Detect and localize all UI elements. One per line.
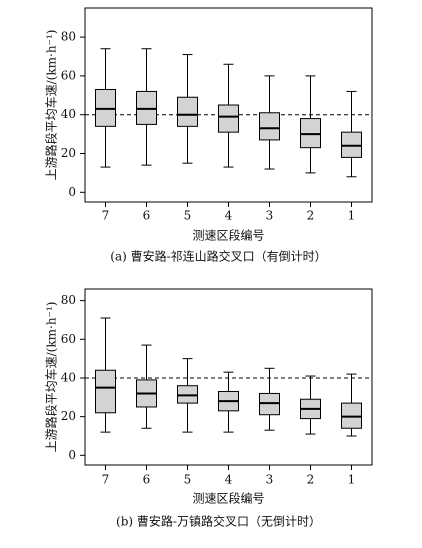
y-tick-label: 60	[61, 332, 76, 346]
x-tick-label: 7	[102, 209, 110, 223]
x-tick-label: 6	[143, 473, 151, 487]
x-tick-label: 1	[348, 473, 356, 487]
x-tick-label: 3	[266, 209, 274, 223]
y-tick-label: 0	[68, 448, 76, 462]
y-tick-label: 20	[61, 409, 76, 423]
y-tick-label: 40	[61, 370, 76, 384]
y-tick-label: 20	[61, 146, 76, 160]
x-tick-label: 4	[225, 473, 233, 487]
y-tick-label: 40	[61, 107, 76, 121]
y-tick-label: 80	[61, 30, 76, 44]
y-axis-label: 上游路段平均车速/(km·h⁻¹)	[44, 30, 59, 181]
x-tick-label: 4	[225, 209, 233, 223]
y-tick-label: 0	[68, 185, 76, 199]
y-tick-label: 60	[61, 68, 76, 82]
x-tick-label: 1	[348, 209, 356, 223]
box	[95, 369, 116, 414]
y-tick-label: 80	[61, 293, 76, 307]
x-tick-label: 6	[143, 209, 151, 223]
y-axis-label: 上游路段平均车速/(km·h⁻¹)	[44, 302, 59, 453]
x-tick-label: 3	[266, 473, 274, 487]
x-axis-label: 测速区段编号	[192, 491, 264, 506]
box	[218, 104, 239, 133]
x-axis-label: 测速区段编号	[192, 228, 264, 243]
x-tick-label: 2	[307, 209, 315, 223]
caption: (a) 曹安路-祁连山路交叉口（有倒计时）	[110, 249, 326, 264]
x-tick-label: 5	[184, 473, 192, 487]
caption: (b) 曹安路-万镇路交叉口（无倒计时）	[116, 514, 321, 529]
box	[259, 112, 280, 141]
x-tick-label: 5	[184, 209, 192, 223]
x-tick-label: 2	[307, 473, 315, 487]
x-tick-label: 7	[102, 473, 110, 487]
box	[177, 96, 198, 127]
